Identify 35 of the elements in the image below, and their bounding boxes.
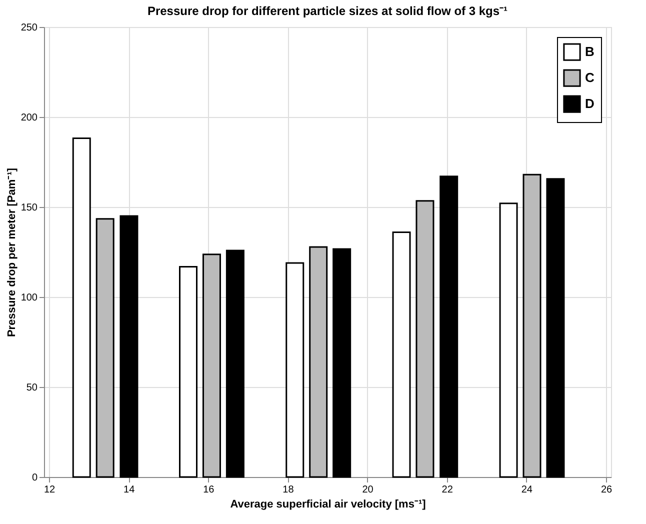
y-tick-label: 150 [20, 202, 38, 214]
y-tick-label: 0 [32, 472, 38, 484]
legend-label: C [585, 70, 595, 85]
bar [72, 137, 91, 478]
bar [522, 174, 542, 478]
bar [179, 266, 198, 478]
bar [332, 248, 352, 478]
x-axis-title: Average superficial air velocity [ms⁻¹] [230, 498, 426, 510]
bar [546, 178, 565, 478]
bar [499, 202, 518, 478]
bar [226, 250, 244, 478]
x-tick-label: 22 [442, 484, 454, 496]
y-tick-label: 50 [26, 382, 38, 394]
bar [96, 218, 114, 478]
y-axis-title: Pressure drop per meter [Pam⁻¹] [6, 168, 18, 338]
legend-label: B [585, 44, 594, 59]
bar [120, 215, 138, 478]
bar [309, 246, 328, 478]
bar [416, 200, 434, 478]
x-tick-label: 18 [282, 484, 294, 496]
x-tick-label: 14 [124, 484, 136, 496]
x-tick-label: 20 [362, 484, 374, 496]
chart-title: Pressure drop for different particle sizes at solid flow of 3 kgs⁻¹ [147, 4, 508, 18]
y-tick-label: 250 [20, 22, 38, 34]
bar [202, 254, 221, 478]
x-tick-label: 16 [203, 484, 215, 496]
bar [286, 262, 304, 478]
x-tick-label: 12 [44, 484, 56, 496]
bar [392, 231, 411, 478]
y-tick-label: 100 [20, 292, 38, 304]
bar [440, 176, 458, 478]
x-tick-label: 26 [600, 484, 612, 496]
x-tick-label: 24 [521, 484, 533, 496]
y-tick-label: 200 [20, 112, 38, 124]
legend-label: D [585, 96, 594, 111]
